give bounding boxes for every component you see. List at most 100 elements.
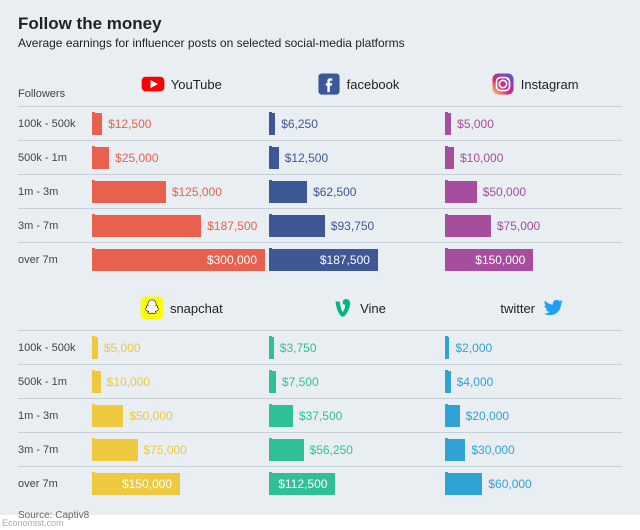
bar	[95, 147, 109, 169]
bar	[448, 215, 491, 237]
bar-row: $75,000	[92, 432, 269, 466]
bar	[448, 371, 450, 393]
platform-column: facebook $6,250 $12,500 $62,500 $93,750 $187,…	[269, 62, 446, 276]
bar-row: $6,250	[269, 106, 446, 140]
bar-value-label: $30,000	[471, 443, 514, 457]
chart-container: Follow the money Average earnings for in…	[0, 0, 640, 515]
bar-row: $20,000	[445, 398, 622, 432]
bar	[272, 439, 304, 461]
platform-column: Instagram$5,000$10,000$50,000$75,000$150…	[445, 62, 622, 276]
bar-value-label: $10,000	[107, 375, 150, 389]
bar: $150,000	[95, 473, 180, 495]
followers-header	[18, 286, 92, 330]
bar	[95, 337, 98, 359]
bar-row: $25,000	[92, 140, 269, 174]
bar-value-label: $12,500	[285, 151, 328, 165]
bar-row: $30,000	[445, 432, 622, 466]
bar-value-label: $37,500	[299, 409, 342, 423]
bar-row: $187,500	[269, 242, 446, 276]
bar	[448, 113, 451, 135]
platform-label: Instagram	[521, 77, 579, 92]
bar-row: $50,000	[92, 398, 269, 432]
instagram-icon	[489, 70, 517, 98]
platform-header: facebook	[269, 62, 446, 106]
bar-row: $5,000	[92, 330, 269, 364]
follower-tier-label: 100k - 500k	[18, 106, 92, 140]
bar-row: $62,500	[269, 174, 446, 208]
bar	[272, 371, 276, 393]
platform-header: snapchat	[92, 286, 269, 330]
bar-value-label: $4,000	[457, 375, 494, 389]
bar-value-label: $187,500	[320, 249, 370, 271]
bar-row: $12,500	[92, 106, 269, 140]
platform-column: twitter$2,000$4,000$20,000$30,000$60,000	[445, 286, 622, 500]
youtube-icon	[139, 70, 167, 98]
bar-row: $10,000	[445, 140, 622, 174]
bar-value-label: $150,000	[122, 473, 172, 495]
bar-value-label: $10,000	[460, 151, 503, 165]
twitter-icon	[539, 294, 567, 322]
platform-header: Instagram	[445, 62, 622, 106]
bar-row: $150,000	[92, 466, 269, 500]
bar-value-label: $50,000	[129, 409, 172, 423]
bar	[448, 439, 465, 461]
follower-tier-label: over 7m	[18, 466, 92, 500]
bar	[272, 181, 307, 203]
bar-row: $93,750	[269, 208, 446, 242]
followers-column: Followers100k - 500k500k - 1m1m - 3m3m -…	[18, 62, 92, 276]
platform-label: snapchat	[170, 301, 223, 316]
bar	[272, 215, 325, 237]
platform-label: YouTube	[171, 77, 222, 92]
bar	[95, 215, 201, 237]
follower-tier-label: 3m - 7m	[18, 208, 92, 242]
platform-label: Vine	[360, 301, 386, 316]
bar-row: $4,000	[445, 364, 622, 398]
bar-value-label: $56,250	[310, 443, 353, 457]
bar: $300,000	[95, 249, 265, 271]
bar	[448, 181, 476, 203]
follower-tier-label: 3m - 7m	[18, 432, 92, 466]
bar: $112,500	[272, 473, 336, 495]
bar-row: $112,500	[269, 466, 446, 500]
bar-row: $150,000	[445, 242, 622, 276]
bar-value-label: $25,000	[115, 151, 158, 165]
bar-row: $3,750	[269, 330, 446, 364]
bar	[272, 337, 274, 359]
bar-value-label: $12,500	[108, 117, 151, 131]
platform-column: YouTube $12,500 $25,000 $125,000 $187,500 $30…	[92, 62, 269, 276]
follower-tier-label: 500k - 1m	[18, 364, 92, 398]
bar-row: $7,500	[269, 364, 446, 398]
bar	[95, 371, 101, 393]
source-text: Source: Captiv8	[18, 510, 622, 521]
facebook-icon	[315, 70, 343, 98]
bar-value-label: $2,000	[455, 341, 492, 355]
bar	[448, 147, 454, 169]
bar-value-label: $6,250	[281, 117, 318, 131]
bar-value-label: $93,750	[331, 219, 374, 233]
bar-value-label: $3,750	[280, 341, 317, 355]
bar-row: $37,500	[269, 398, 446, 432]
bar-value-label: $7,500	[282, 375, 319, 389]
follower-tier-label: over 7m	[18, 242, 92, 276]
bar-value-label: $112,500	[278, 473, 327, 495]
followers-column: 100k - 500k500k - 1m1m - 3m3m - 7mover 7…	[18, 286, 92, 500]
bar	[95, 439, 138, 461]
bar-value-label: $5,000	[457, 117, 494, 131]
bar-row: $187,500	[92, 208, 269, 242]
follower-tier-label: 1m - 3m	[18, 398, 92, 432]
bar-value-label: $300,000	[207, 249, 257, 271]
bar	[272, 405, 293, 427]
bar-row: $56,250	[269, 432, 446, 466]
platform-header: Vine	[269, 286, 446, 330]
bar-row: $125,000	[92, 174, 269, 208]
platform-label: facebook	[347, 77, 400, 92]
bar-value-label: $50,000	[483, 185, 526, 199]
bar	[448, 405, 459, 427]
bar	[448, 337, 449, 359]
bar-value-label: $150,000	[475, 249, 525, 271]
bar-value-label: $187,500	[207, 219, 257, 233]
followers-header: Followers	[18, 62, 92, 106]
platform-column: snapchat $5,000 $10,000 $50,000 $75,000 $150,…	[92, 286, 269, 500]
follower-tier-label: 500k - 1m	[18, 140, 92, 174]
bar-row: $12,500	[269, 140, 446, 174]
